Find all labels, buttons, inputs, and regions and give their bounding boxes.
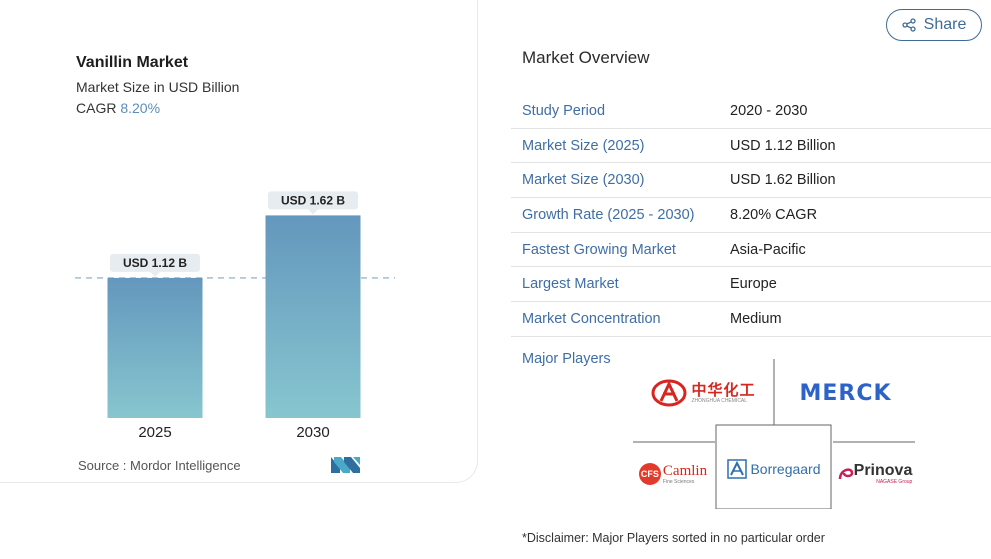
prinova-sub: NAGASE Group xyxy=(876,479,913,485)
chart-title: Vanillin Market xyxy=(76,54,189,71)
prinova-name: Prinova xyxy=(853,462,913,479)
overview-value: USD 1.12 Billion xyxy=(730,137,836,154)
overview-value: 8.20% CAGR xyxy=(730,206,818,223)
overview-row-market-size-2030: Market Size (2030) USD 1.62 Billion xyxy=(511,163,991,199)
data-label-pointer xyxy=(308,209,318,215)
overview-title: Market Overview xyxy=(522,48,650,67)
camlin-sub: Fine Sciences xyxy=(662,478,695,485)
chart-cagr: CAGR 8.20% xyxy=(76,100,160,116)
overview-table: Study Period 2020 - 2030 Market Size (20… xyxy=(511,94,991,337)
bar-2030 xyxy=(265,215,361,418)
camlin-mark: CFS xyxy=(638,463,661,485)
disclaimer: *Disclaimer: Major Players sorted in no … xyxy=(522,531,825,545)
overview-label: Market Concentration xyxy=(522,310,661,327)
share-label: Share xyxy=(923,16,967,33)
x-tick-label: 2030 xyxy=(296,424,329,441)
mordor-logo-icon xyxy=(331,457,360,473)
overview-row-study-period: Study Period 2020 - 2030 xyxy=(511,94,991,129)
share-button[interactable]: Share xyxy=(886,9,982,41)
zhonghua-sub: ZHONGHUA CHEMICAL xyxy=(691,398,748,404)
camlin-name: Camlin xyxy=(662,462,708,479)
overview-value: Medium xyxy=(730,310,782,327)
bar-chart: USD 1.12 B 2025 USD 1.62 B 2030 xyxy=(75,191,395,441)
prinova-logo: Prinova NAGASE Group xyxy=(833,457,917,491)
overview-value: USD 1.62 Billion xyxy=(730,172,836,189)
merck-name: MERCK xyxy=(799,380,892,406)
overview-label: Fastest Growing Market xyxy=(522,241,676,258)
data-label: USD 1.62 B xyxy=(281,193,345,207)
chart-subtitle: Market Size in USD Billion xyxy=(76,79,240,95)
source-note: Source : Mordor Intelligence xyxy=(78,458,241,473)
x-tick-label: 2025 xyxy=(138,424,171,441)
chart-card xyxy=(0,0,478,483)
major-players-grid: 中华化工 ZHONGHUA CHEMICAL MERCK CFS Camlin … xyxy=(633,359,915,509)
cagr-label: CAGR xyxy=(76,100,117,116)
data-label-bg xyxy=(110,253,200,272)
borregaard-logo: Borregaard xyxy=(721,451,827,487)
cagr-value: 8.20% xyxy=(120,100,161,116)
merck-logo: MERCK xyxy=(783,373,908,413)
overview-row-fastest-growing: Fastest Growing Market Asia-Pacific xyxy=(511,233,991,268)
source-label: Source : xyxy=(78,458,127,473)
overview-label: Largest Market xyxy=(522,276,619,293)
prinova-swirl-icon xyxy=(838,468,853,480)
overview-value: 2020 - 2030 xyxy=(730,102,808,119)
overview-row-growth-rate: Growth Rate (2025 - 2030) 8.20% CAGR xyxy=(511,198,991,233)
data-label: USD 1.12 B xyxy=(123,256,187,270)
data-label-bg xyxy=(268,191,358,210)
data-label-pointer xyxy=(150,271,160,277)
borregaard-emblem-icon xyxy=(727,459,748,479)
players-grid-lines xyxy=(633,359,915,509)
borregaard-name: Borregaard xyxy=(750,461,821,477)
major-players-label: Major Players xyxy=(522,351,611,367)
camlin-logo: CFS Camlin Fine Sciences xyxy=(633,457,713,491)
overview-row-concentration: Market Concentration Medium xyxy=(511,302,991,337)
overview-value: Asia-Pacific xyxy=(730,241,806,258)
overview-row-largest-market: Largest Market Europe xyxy=(511,267,991,303)
overview-label: Market Size (2025) xyxy=(522,137,645,154)
overview-label: Study Period xyxy=(522,102,606,119)
zhonghua-emblem-icon xyxy=(651,379,687,407)
overview-value: Europe xyxy=(730,276,777,293)
share-icon xyxy=(901,18,916,32)
bar-2025 xyxy=(107,277,203,418)
overview-label: Market Size (2030) xyxy=(522,172,645,189)
zhonghua-logo: 中华化工 ZHONGHUA CHEMICAL xyxy=(641,373,766,413)
zhonghua-name: 中华化工 xyxy=(691,381,756,399)
source-name: Mordor Intelligence xyxy=(130,458,241,473)
overview-row-market-size-2025: Market Size (2025) USD 1.12 Billion xyxy=(511,129,991,164)
overview-label: Growth Rate (2025 - 2030) xyxy=(522,206,695,223)
